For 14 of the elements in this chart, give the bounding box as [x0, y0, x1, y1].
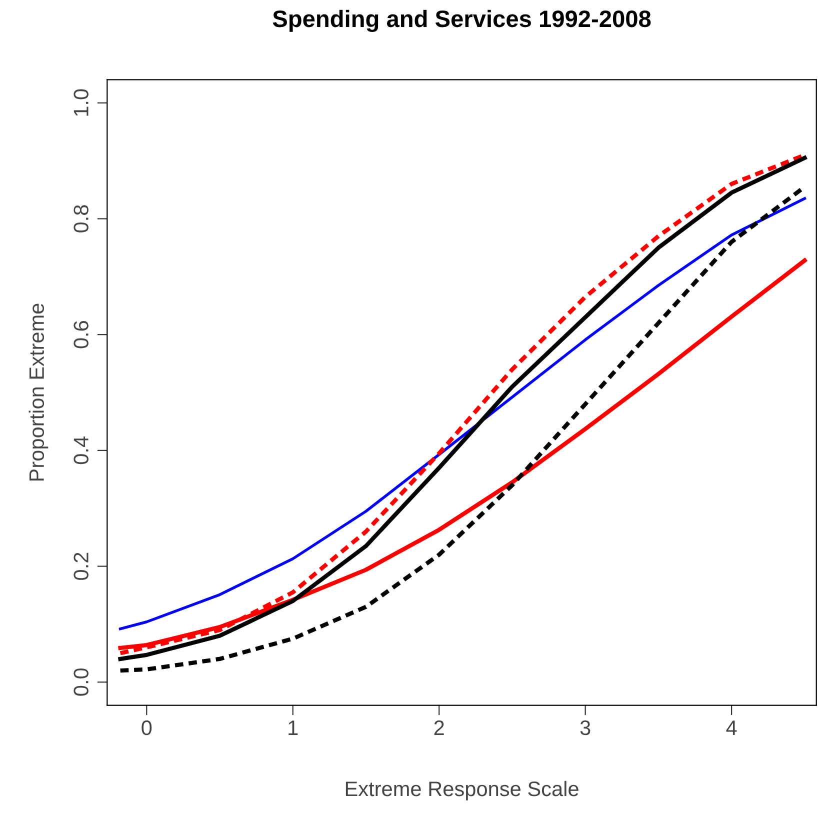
y-tick-label: 1.0 [74, 89, 88, 116]
x-tick-label: 4 [726, 720, 737, 735]
chart-title: Spending and Services 1992-2008 [272, 10, 651, 32]
x-tick-label: 3 [580, 720, 590, 736]
x-tick-label: 1 [288, 720, 298, 735]
y-tick-label: 0.2 [74, 552, 88, 580]
x-axis-title: Extreme Response Scale [346, 780, 578, 800]
y-tick-label: 0.4 [74, 436, 88, 464]
y-tick-label: 0.0 [74, 668, 88, 696]
x-tick-label: 2 [434, 720, 444, 735]
y-tick-label: 0.6 [74, 321, 88, 348]
y-axis-title: Proportion Extreme [28, 304, 48, 481]
y-tick-label: 0.8 [74, 205, 88, 232]
x-tick-label: 0 [142, 720, 152, 736]
